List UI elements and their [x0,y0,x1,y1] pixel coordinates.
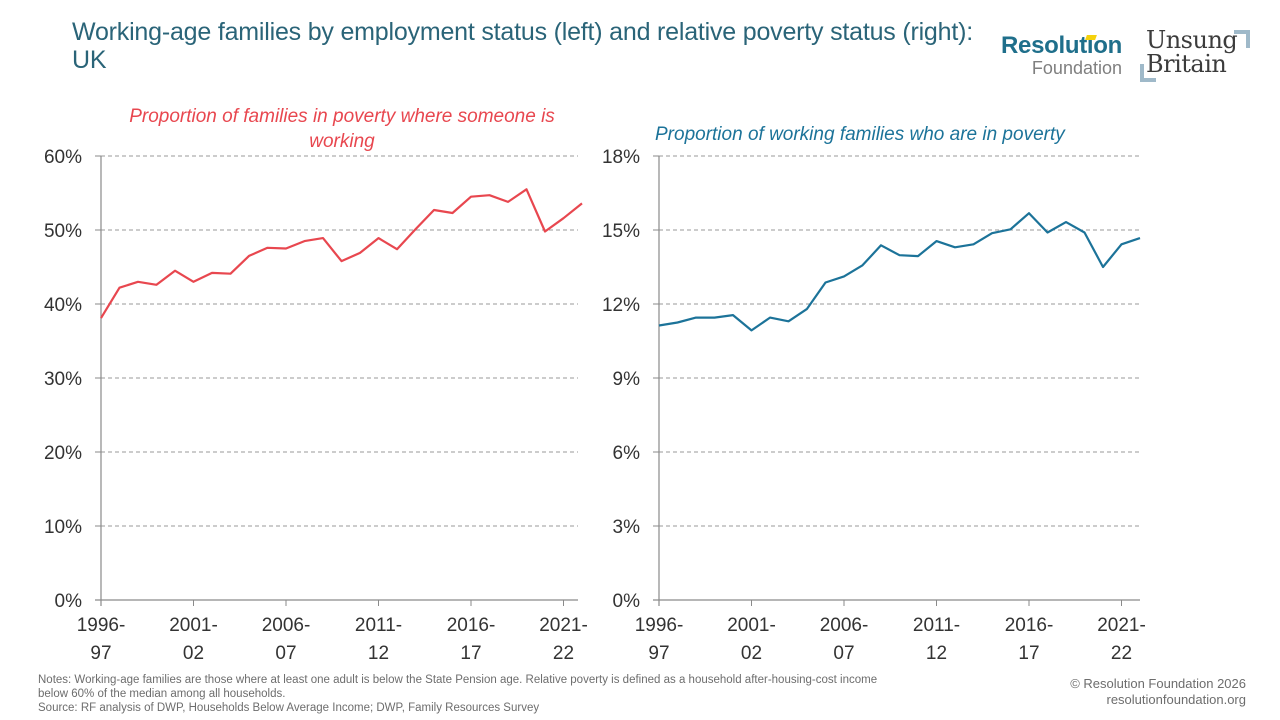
footer-notes: Notes: Working-age families are those wh… [38,673,1038,715]
right-xtick-label: 2006- [820,615,869,636]
left-ytick-label: 20% [44,443,82,464]
right-ytick-label: 0% [613,591,641,612]
left-xtick-label: 2021- [539,615,588,636]
notes-line2: below 60% of the median among all househ… [38,688,286,700]
left-xtick-label: 07 [275,643,296,664]
notes-line1: Notes: Working-age families are those wh… [38,674,878,686]
right-xtick-label: 02 [741,643,762,664]
right-xtick-label: 12 [926,643,947,664]
left-xtick-label: 2001- [169,615,218,636]
left-chart-title: Proportion of families in poverty where … [100,104,584,154]
footer-copyright: © Resolution Foundation 2026 resolutionf… [1070,676,1246,708]
left-ytick-label: 0% [55,591,83,612]
left-ytick-label: 50% [44,221,82,242]
website-text: resolutionfoundation.org [1106,692,1247,707]
right-xtick-label: 22 [1111,643,1132,664]
left-chart-title-line2: working [309,131,375,152]
left-ytick-label: 10% [44,517,82,538]
left-xtick-label: 2006- [262,615,311,636]
right-xtick-label: 2021- [1097,615,1146,636]
left-xtick-label: 97 [90,643,111,664]
logo-rf-line1: Resolution [1001,32,1122,59]
left-xtick-label: 02 [183,643,204,664]
right-chart-title: Proportion of working families who are i… [655,124,1065,145]
right-xtick-label: 17 [1018,643,1039,664]
resolution-foundation-logo: Resolution Foundation [990,32,1122,78]
right-ytick-label: 3% [613,517,641,538]
left-xtick-label: 2016- [447,615,496,636]
logo-ub-text: Unsung Britain [1146,26,1238,78]
right-xtick-label: 07 [833,643,854,664]
right-ytick-label: 12% [602,295,640,316]
page-title: Working-age families by employment statu… [72,18,973,74]
right-ytick-label: 15% [602,221,640,242]
right-xtick-label: 97 [648,643,669,664]
left-ytick-label: 60% [44,147,82,168]
logo-rf-line2: Foundation [1031,58,1122,78]
logo-ub-line1: Unsung [1146,26,1238,54]
left-xtick-label: 17 [460,643,481,664]
logo-bracket-bottom [1140,64,1156,82]
right-xtick-label: 2011- [913,615,960,636]
right-xtick-label: 2001- [727,615,776,636]
right-ytick-label: 9% [613,369,641,390]
left-xtick-label: 12 [368,643,389,664]
left-xtick-label: 1996- [77,615,126,636]
unsung-britain-logo: Unsung Britain [1140,28,1250,82]
right-ytick-label: 18% [602,147,640,168]
left-series-line [100,188,583,319]
right-series-line [658,212,1141,332]
source-line: Source: RF analysis of DWP, Households B… [38,702,540,714]
right-xtick-label: 2016- [1005,615,1054,636]
left-ytick-label: 30% [44,369,82,390]
left-chart-title-line1: Proportion of families in poverty where … [129,106,555,127]
logo-ub-line2: Britain [1146,50,1227,78]
left-xtick-label: 22 [553,643,574,664]
left-xtick-label: 2011- [355,615,402,636]
right-ytick-label: 6% [613,443,641,464]
copyright-text: © Resolution Foundation 2026 [1070,676,1246,691]
logo-bracket-top [1234,30,1250,48]
right-xtick-label: 1996- [635,615,684,636]
left-ytick-label: 40% [44,295,82,316]
